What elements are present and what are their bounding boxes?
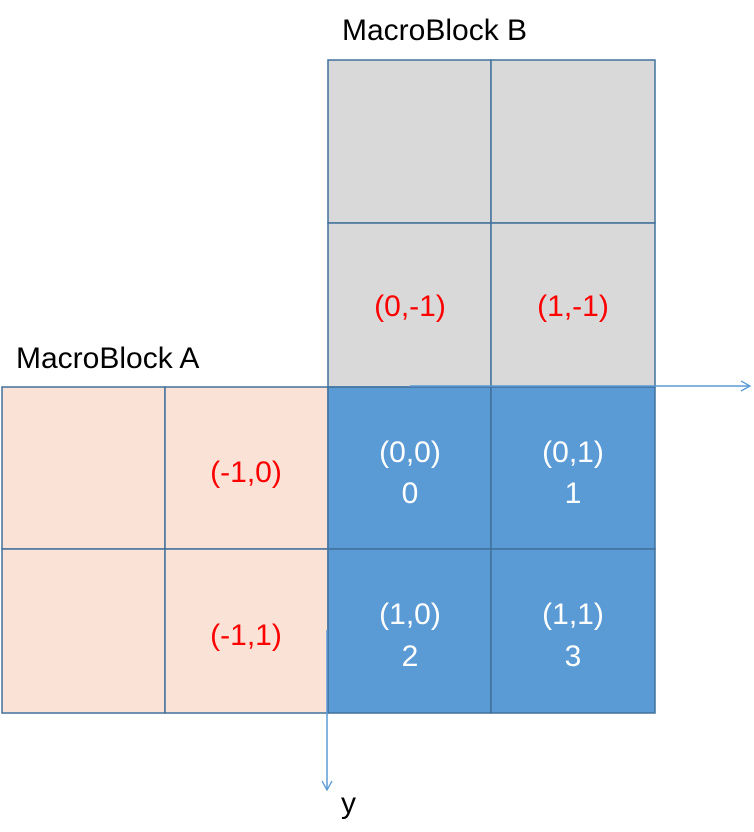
current-cell-coord: (0,0) xyxy=(379,436,441,469)
block-b-cell-2 xyxy=(327,222,492,388)
current-cell-3 xyxy=(490,548,656,714)
block-b-cell-3 xyxy=(490,222,656,388)
macroblock-b: (0,-1) (1,-1) xyxy=(327,59,656,388)
block-b-cell-label: (1,-1) xyxy=(537,290,609,323)
current-cell-coord: (1,1) xyxy=(542,598,604,631)
current-cell-index: 0 xyxy=(402,477,419,510)
block-a-cell-label: (-1,1) xyxy=(210,619,282,652)
block-a-cell-2 xyxy=(1,548,166,714)
block-a-cell-3 xyxy=(164,548,329,714)
current-cell-coord: (1,0) xyxy=(379,598,441,631)
block-b-cell-0 xyxy=(327,59,492,224)
block-a-cell-1 xyxy=(164,386,329,550)
current-cell-1 xyxy=(490,386,656,550)
block-a-cell-0 xyxy=(1,386,166,550)
macroblock-a-label: MacroBlock A xyxy=(16,342,199,375)
current-macroblock: (0,0) 0 (0,1) 1 (1,0) 2 (1,1) 3 xyxy=(327,386,656,714)
current-cell-index: 3 xyxy=(565,640,582,673)
block-a-cell-label: (-1,0) xyxy=(210,456,282,489)
current-cell-index: 2 xyxy=(402,640,419,673)
current-cell-2 xyxy=(327,548,492,714)
y-axis-label: y xyxy=(341,787,356,820)
block-b-cell-label: (0,-1) xyxy=(374,290,446,323)
macroblock-a: (-1,0) (-1,1) xyxy=(1,386,329,714)
current-cell-coord: (0,1) xyxy=(542,436,604,469)
current-cell-index: 1 xyxy=(565,477,582,510)
block-b-cell-1 xyxy=(490,59,656,224)
macroblock-b-label: MacroBlock B xyxy=(342,14,527,47)
current-cell-0 xyxy=(327,386,492,550)
